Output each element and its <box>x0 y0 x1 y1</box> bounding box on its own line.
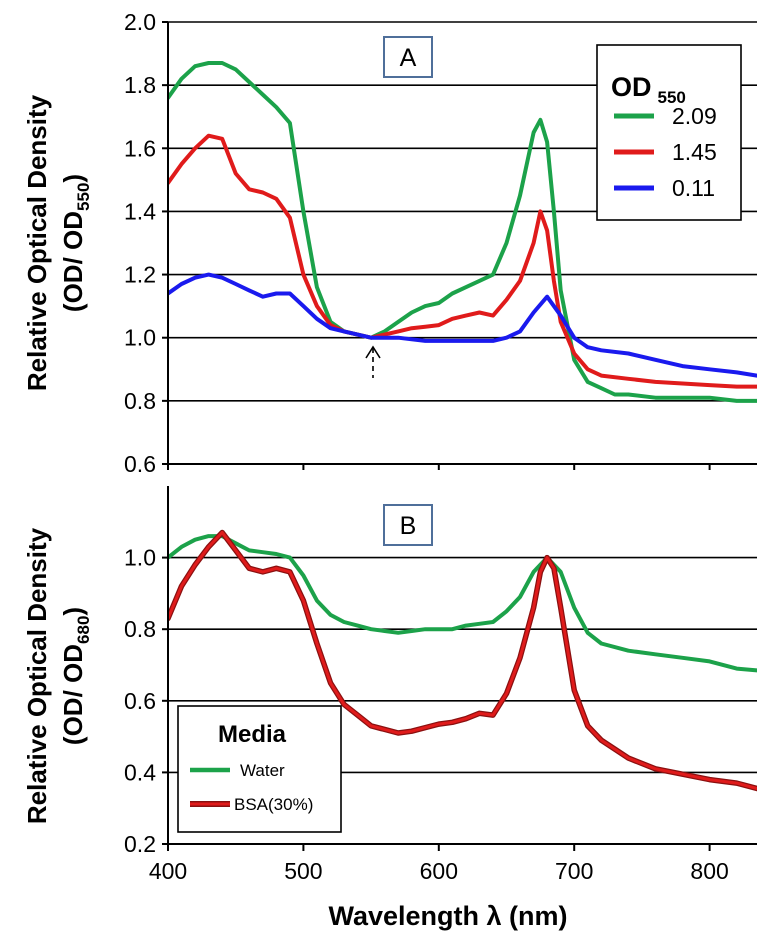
panel-b-series-bsa-30-line <box>168 531 757 790</box>
panel-b-y-tick-label: 0.6 <box>124 688 156 714</box>
panel-b-y-label: Relative Optical Density (OD/ OD680) <box>22 527 93 824</box>
panel-a-legend: OD 550 2.09 1.45 0.11 <box>596 44 742 221</box>
panel-a-y-tick-label: 1.8 <box>124 72 156 98</box>
panel-a-y-tick-label: 2.0 <box>124 9 156 35</box>
panel-a-label-box <box>383 36 433 78</box>
panel-b-series <box>168 529 757 792</box>
panel-b-legend-entry: Water <box>240 761 285 780</box>
panel-a-y-tick-label: 0.6 <box>124 451 156 477</box>
panel-a-legend-entry: 2.09 <box>672 103 717 129</box>
x-axis-label: Wavelength λ (nm) <box>328 901 567 931</box>
panel-b-y-label-line1: Relative Optical Density <box>22 527 52 824</box>
x-axis-ticks: 400 500 600 700 800 <box>149 464 729 884</box>
panel-a-label: A <box>400 44 417 72</box>
panel-b-legend: Media Water BSA(30%) <box>177 705 342 833</box>
panel-b-y-tick-label: 0.4 <box>124 759 156 785</box>
x-tick-label: 400 <box>149 858 187 884</box>
panel-a-y-tick-label: 1.0 <box>124 325 156 351</box>
panel-a-legend-entry: 0.11 <box>672 175 715 201</box>
panel-a-legend-title: OD 550 <box>611 72 686 107</box>
panel-a-series-2-09-line <box>168 61 757 403</box>
x-tick-label: 700 <box>555 858 593 884</box>
normalization-arrow <box>365 345 381 378</box>
panel-a-y-label-line2: (OD/ OD550) <box>58 174 93 312</box>
panel-b-y-label-line2: (OD/ OD680) <box>58 607 93 745</box>
panel-b: 0.2 0.4 0.6 0.8 1.0 B Media Water BSA(30%) Re… <box>22 486 757 857</box>
panel-a-y-label: Relative Optical Density (OD/ OD550) <box>22 94 93 391</box>
panel-b-y-tick-label: 0.8 <box>124 616 156 642</box>
panel-b-legend-title: Media <box>218 721 287 748</box>
panel-a-gridlines <box>168 21 757 402</box>
panel-a-y-ticks: 0.6 0.8 1.0 1.2 1.4 1.6 1.8 2.0 <box>124 9 168 477</box>
panel-a-series <box>168 61 757 403</box>
panel-a-legend-box <box>596 44 742 221</box>
panel-a-series-1-45-line <box>168 133 757 389</box>
panel-b-y-tick-label: 1.0 <box>124 545 156 571</box>
panel-b-y-ticks: 0.2 0.4 0.6 0.8 1.0 <box>124 545 168 857</box>
panel-a-y-tick-label: 0.8 <box>124 388 156 414</box>
panel-a: 0.6 0.8 1.0 1.2 1.4 1.6 1.8 2.0 A OD 550 2.09 1.4… <box>22 9 757 477</box>
panel-b-legend-entry: BSA(30%) <box>234 795 313 814</box>
x-tick-label: 600 <box>420 858 458 884</box>
panel-b-label-box <box>383 504 433 546</box>
x-tick-label: 500 <box>284 858 322 884</box>
panel-b-series-water-line <box>168 534 757 673</box>
x-tick-label: 800 <box>690 858 728 884</box>
panel-b-label: B <box>400 512 417 540</box>
panel-a-series-0-11-line <box>168 272 757 378</box>
panel-a-y-tick-label: 1.4 <box>124 198 156 224</box>
panel-b-y-tick-label: 0.2 <box>124 831 156 857</box>
panel-a-y-tick-label: 1.2 <box>124 262 156 288</box>
panel-a-y-label-line1: Relative Optical Density <box>22 94 52 391</box>
panel-a-legend-entry: 1.45 <box>672 139 717 165</box>
panel-a-y-tick-label: 1.6 <box>124 135 156 161</box>
